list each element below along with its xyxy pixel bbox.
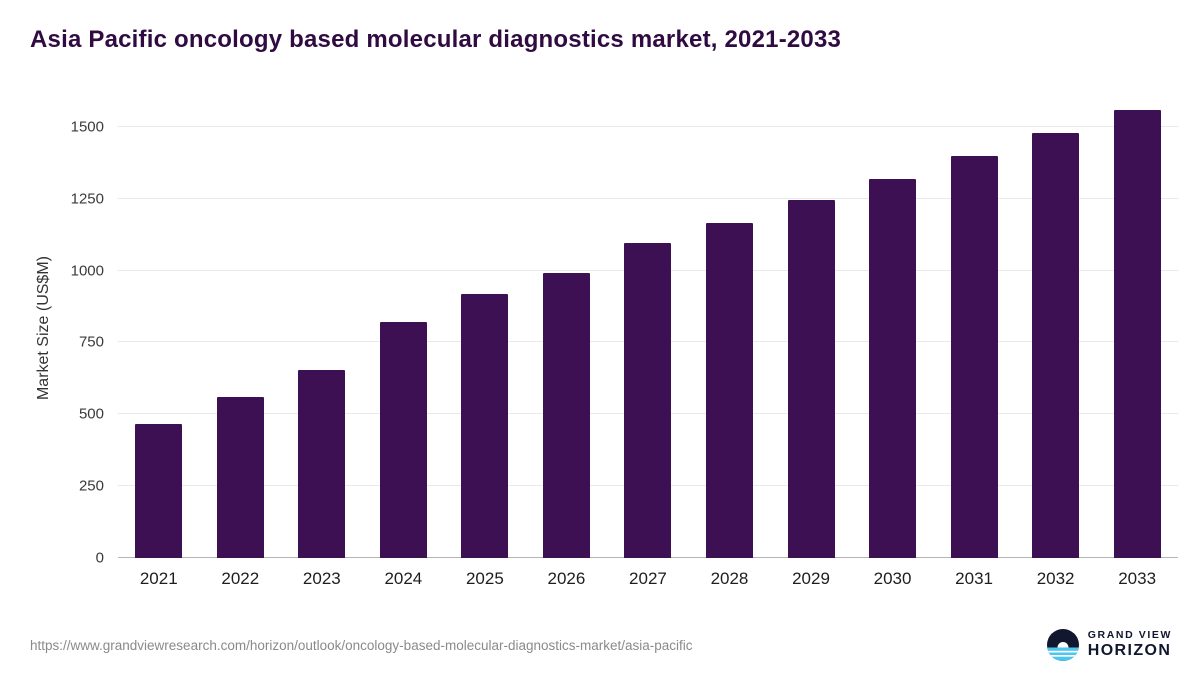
bar-column: [444, 98, 526, 558]
bar-column: [526, 98, 608, 558]
x-tick-label: 2031: [955, 569, 993, 588]
bar-column: [852, 98, 934, 558]
bar-column: [281, 98, 363, 558]
bar-column: [607, 98, 689, 558]
bar-2031[interactable]: [950, 155, 998, 558]
x-tick-label: 2029: [792, 569, 830, 588]
x-tick-label: 2028: [710, 569, 749, 588]
x-axis-ticks: 2021 2022 2023 2024 2025 2026 2027 2028 2029 2030…: [118, 569, 1178, 589]
bar-column: [1015, 98, 1097, 558]
bars-container: [118, 98, 1178, 558]
x-tick-label: 2027: [629, 569, 667, 588]
y-axis-label-column: Market Size (US$M): [28, 98, 60, 558]
y-tick-label: 0: [95, 549, 104, 567]
y-tick-label: 1500: [70, 118, 104, 136]
bar-2025[interactable]: [461, 293, 509, 558]
bar-2029[interactable]: [787, 200, 835, 558]
logo-grand-view: GRAND VIEW: [1087, 629, 1172, 642]
bar-column: [933, 98, 1015, 558]
bar-column: [689, 98, 771, 558]
bar-2022[interactable]: [216, 397, 264, 558]
x-tick-label: 2032: [1036, 569, 1075, 588]
source-url-link[interactable]: https://www.grandviewresearch.com/horizo…: [30, 637, 693, 653]
bar-2033[interactable]: [1113, 110, 1161, 558]
x-tick-label: 2024: [384, 569, 423, 588]
bar-2032[interactable]: [1032, 133, 1080, 558]
bar-2028[interactable]: [705, 223, 753, 558]
y-tick-label: 250: [78, 477, 104, 495]
y-axis-label: Market Size (US$M): [35, 255, 52, 401]
x-tick-label: 2021: [139, 569, 178, 588]
y-tick-label: 500: [78, 405, 104, 423]
y-tick-label: 750: [78, 333, 104, 351]
logo-horizon: HORIZON: [1087, 641, 1172, 659]
bar-column: [118, 98, 200, 558]
bar-2030[interactable]: [869, 178, 917, 558]
chart-title: Asia Pacific oncology based molecular di…: [30, 26, 842, 53]
x-tick-label: 2023: [302, 569, 341, 588]
horizon-logo-icon: [1046, 629, 1079, 661]
x-tick-label: 2026: [547, 569, 586, 588]
x-tick-label: 2030: [873, 569, 912, 588]
gridline: [118, 125, 1178, 127]
logo-text: GRAND VIEW HORIZON: [1088, 630, 1172, 659]
x-tick-label: 2033: [1118, 569, 1157, 588]
x-tick-label: 2022: [221, 569, 260, 588]
bar-column: [770, 98, 852, 558]
bar-column: [200, 98, 282, 558]
gridline: [118, 197, 1178, 199]
footer: https://www.grandviewresearch.com/horizo…: [30, 629, 1172, 661]
y-tick-label: 1000: [70, 262, 104, 279]
bar-column: [1096, 98, 1178, 558]
brand-logo: GRAND VIEW HORIZON: [1046, 629, 1172, 661]
chart-area: Market Size (US$M) 0 250 500 750 1000 1250 150…: [28, 98, 1178, 589]
y-tick-label: 1250: [70, 190, 104, 208]
bar-2026[interactable]: [542, 273, 590, 558]
bar-column: [363, 98, 445, 558]
bar-2024[interactable]: [379, 322, 427, 558]
bar-2021[interactable]: [135, 424, 183, 558]
plot-area: 0 250 500 750 1000 1250 1500: [71, 98, 1178, 567]
bar-2027[interactable]: [624, 243, 672, 558]
x-tick-label: 2025: [465, 569, 504, 588]
bar-2023[interactable]: [298, 369, 346, 558]
plot-column: 0 250 500 750 1000 1250 1500 2021 2022 2023 2024 2…: [60, 98, 1178, 589]
